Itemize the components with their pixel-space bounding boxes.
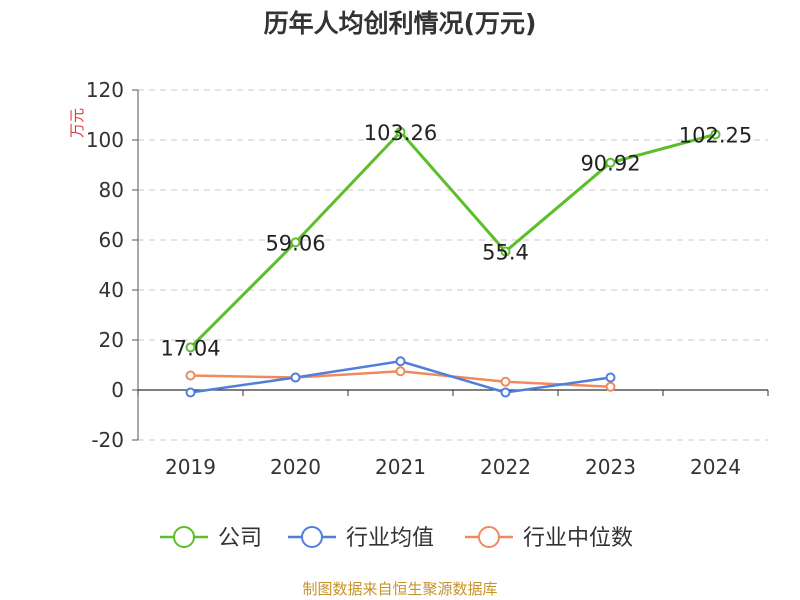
data-point	[500, 387, 511, 398]
data-point	[185, 370, 196, 381]
data-point	[185, 342, 196, 353]
data-point	[290, 237, 301, 248]
series-line-1	[189, 130, 716, 349]
y-tick-label: 80	[99, 178, 124, 202]
y-axis-label: 万元	[68, 108, 86, 138]
y-tick-label: -20	[91, 428, 124, 452]
data-point	[290, 372, 301, 383]
data-point	[395, 356, 406, 367]
data-label: 102.25	[679, 123, 752, 147]
data-point	[605, 372, 616, 383]
chart-title: 历年人均创利情况(万元)	[263, 9, 537, 38]
data-point	[500, 376, 511, 387]
x-tick-label: 2021	[375, 455, 426, 479]
data-point	[185, 387, 196, 398]
data-point	[500, 246, 511, 257]
data-label: 59.06	[265, 231, 325, 255]
legend-label: 行业中位数	[523, 526, 633, 551]
data-point	[710, 129, 721, 140]
x-tick-label: 2020	[270, 455, 321, 479]
data-point	[605, 381, 616, 392]
x-tick-label: 2024	[690, 455, 741, 479]
data-point	[395, 366, 406, 377]
data-label: 103.26	[364, 121, 437, 145]
y-tick-label: 100	[86, 128, 124, 152]
data-source-note: 制图数据来自恒生聚源数据库	[302, 580, 498, 598]
data-point	[605, 157, 616, 168]
data-label: 55.4	[482, 241, 529, 265]
legend-marker	[478, 526, 500, 548]
y-tick-label: 120	[86, 78, 124, 102]
y-tick-label: 20	[99, 328, 124, 352]
data-label: 90.92	[580, 152, 640, 176]
y-tick-label: 60	[99, 228, 124, 252]
y-tick-label: 0	[111, 378, 124, 402]
x-tick-label: 2019	[165, 455, 216, 479]
x-tick-label: 2023	[585, 455, 636, 479]
legend-label: 行业均值	[346, 526, 434, 551]
y-tick-label: 40	[99, 278, 124, 302]
legend-marker	[173, 526, 195, 548]
data-point	[395, 126, 406, 137]
legend-marker	[301, 526, 323, 548]
data-label: 17.04	[160, 336, 220, 360]
legend-label: 公司	[218, 526, 262, 551]
x-tick-label: 2022	[480, 455, 531, 479]
